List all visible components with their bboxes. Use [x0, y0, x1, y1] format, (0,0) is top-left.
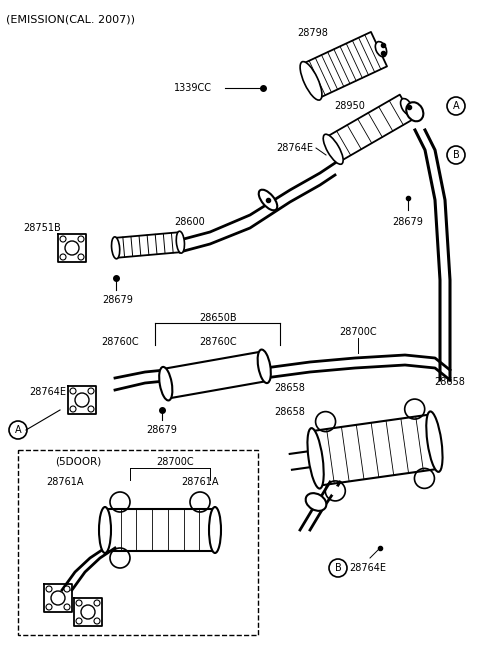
Polygon shape: [62, 548, 115, 590]
Ellipse shape: [65, 241, 79, 255]
Text: A: A: [453, 101, 459, 111]
Circle shape: [60, 236, 66, 242]
Polygon shape: [68, 386, 96, 414]
Polygon shape: [115, 232, 181, 258]
Text: (EMISSION(CAL. 2007)): (EMISSION(CAL. 2007)): [6, 14, 135, 24]
Text: 28751B: 28751B: [23, 223, 61, 233]
Circle shape: [70, 406, 76, 412]
Ellipse shape: [306, 493, 326, 511]
Ellipse shape: [81, 605, 95, 619]
Text: 28600: 28600: [175, 217, 205, 227]
Text: 28760C: 28760C: [199, 337, 237, 347]
Text: 28658: 28658: [275, 407, 305, 417]
Text: A: A: [15, 425, 21, 435]
Circle shape: [321, 417, 331, 426]
Ellipse shape: [259, 190, 277, 211]
Circle shape: [76, 600, 82, 606]
Polygon shape: [58, 234, 86, 262]
Circle shape: [88, 406, 94, 412]
Ellipse shape: [51, 591, 65, 605]
Text: 28650B: 28650B: [199, 313, 237, 323]
Circle shape: [78, 254, 84, 260]
Text: 28679: 28679: [103, 295, 133, 305]
Text: 1339CC: 1339CC: [174, 83, 212, 93]
Ellipse shape: [323, 134, 343, 164]
Ellipse shape: [401, 98, 413, 115]
Ellipse shape: [99, 507, 111, 553]
Bar: [18, 450, 258, 635]
Ellipse shape: [111, 237, 120, 259]
Text: 28798: 28798: [298, 28, 328, 38]
Ellipse shape: [75, 393, 89, 407]
Circle shape: [78, 236, 84, 242]
Polygon shape: [312, 415, 438, 485]
Circle shape: [94, 618, 100, 624]
Circle shape: [46, 604, 52, 610]
Ellipse shape: [375, 41, 387, 56]
Text: B: B: [453, 150, 459, 160]
Text: (5DOOR): (5DOOR): [55, 457, 101, 467]
Polygon shape: [415, 130, 450, 380]
Circle shape: [115, 553, 125, 563]
Text: 28658: 28658: [434, 377, 466, 387]
Ellipse shape: [159, 367, 172, 400]
Polygon shape: [265, 355, 450, 380]
Text: 28679: 28679: [393, 217, 423, 227]
Circle shape: [115, 497, 125, 507]
Text: 28761A: 28761A: [46, 477, 84, 487]
Polygon shape: [74, 598, 102, 626]
Circle shape: [195, 497, 205, 507]
Text: 28764E: 28764E: [349, 563, 386, 573]
Circle shape: [76, 618, 82, 624]
Text: 28950: 28950: [335, 101, 365, 111]
Ellipse shape: [176, 231, 184, 253]
Ellipse shape: [308, 428, 324, 489]
Text: 28700C: 28700C: [339, 327, 377, 337]
Text: 28760C: 28760C: [101, 337, 139, 347]
Circle shape: [64, 604, 70, 610]
Circle shape: [330, 486, 340, 496]
Circle shape: [88, 388, 94, 394]
Text: 28658: 28658: [275, 383, 305, 393]
Text: 28764E: 28764E: [29, 387, 67, 397]
Polygon shape: [303, 32, 387, 98]
Text: B: B: [335, 563, 341, 573]
Ellipse shape: [258, 350, 271, 383]
Ellipse shape: [406, 102, 423, 121]
Polygon shape: [163, 352, 267, 398]
Polygon shape: [326, 94, 414, 161]
Text: 28764E: 28764E: [276, 143, 313, 153]
Polygon shape: [44, 584, 72, 612]
Circle shape: [46, 586, 52, 592]
Ellipse shape: [209, 507, 221, 553]
Polygon shape: [105, 509, 215, 551]
Text: 28679: 28679: [146, 425, 178, 435]
Circle shape: [64, 586, 70, 592]
Ellipse shape: [426, 411, 443, 472]
Text: 28700C: 28700C: [156, 457, 194, 467]
Circle shape: [94, 600, 100, 606]
Circle shape: [60, 254, 66, 260]
Polygon shape: [180, 163, 335, 252]
Circle shape: [410, 404, 420, 414]
Circle shape: [70, 388, 76, 394]
Text: 28761A: 28761A: [181, 477, 219, 487]
Ellipse shape: [300, 62, 322, 100]
Circle shape: [420, 474, 430, 483]
Polygon shape: [115, 370, 165, 390]
